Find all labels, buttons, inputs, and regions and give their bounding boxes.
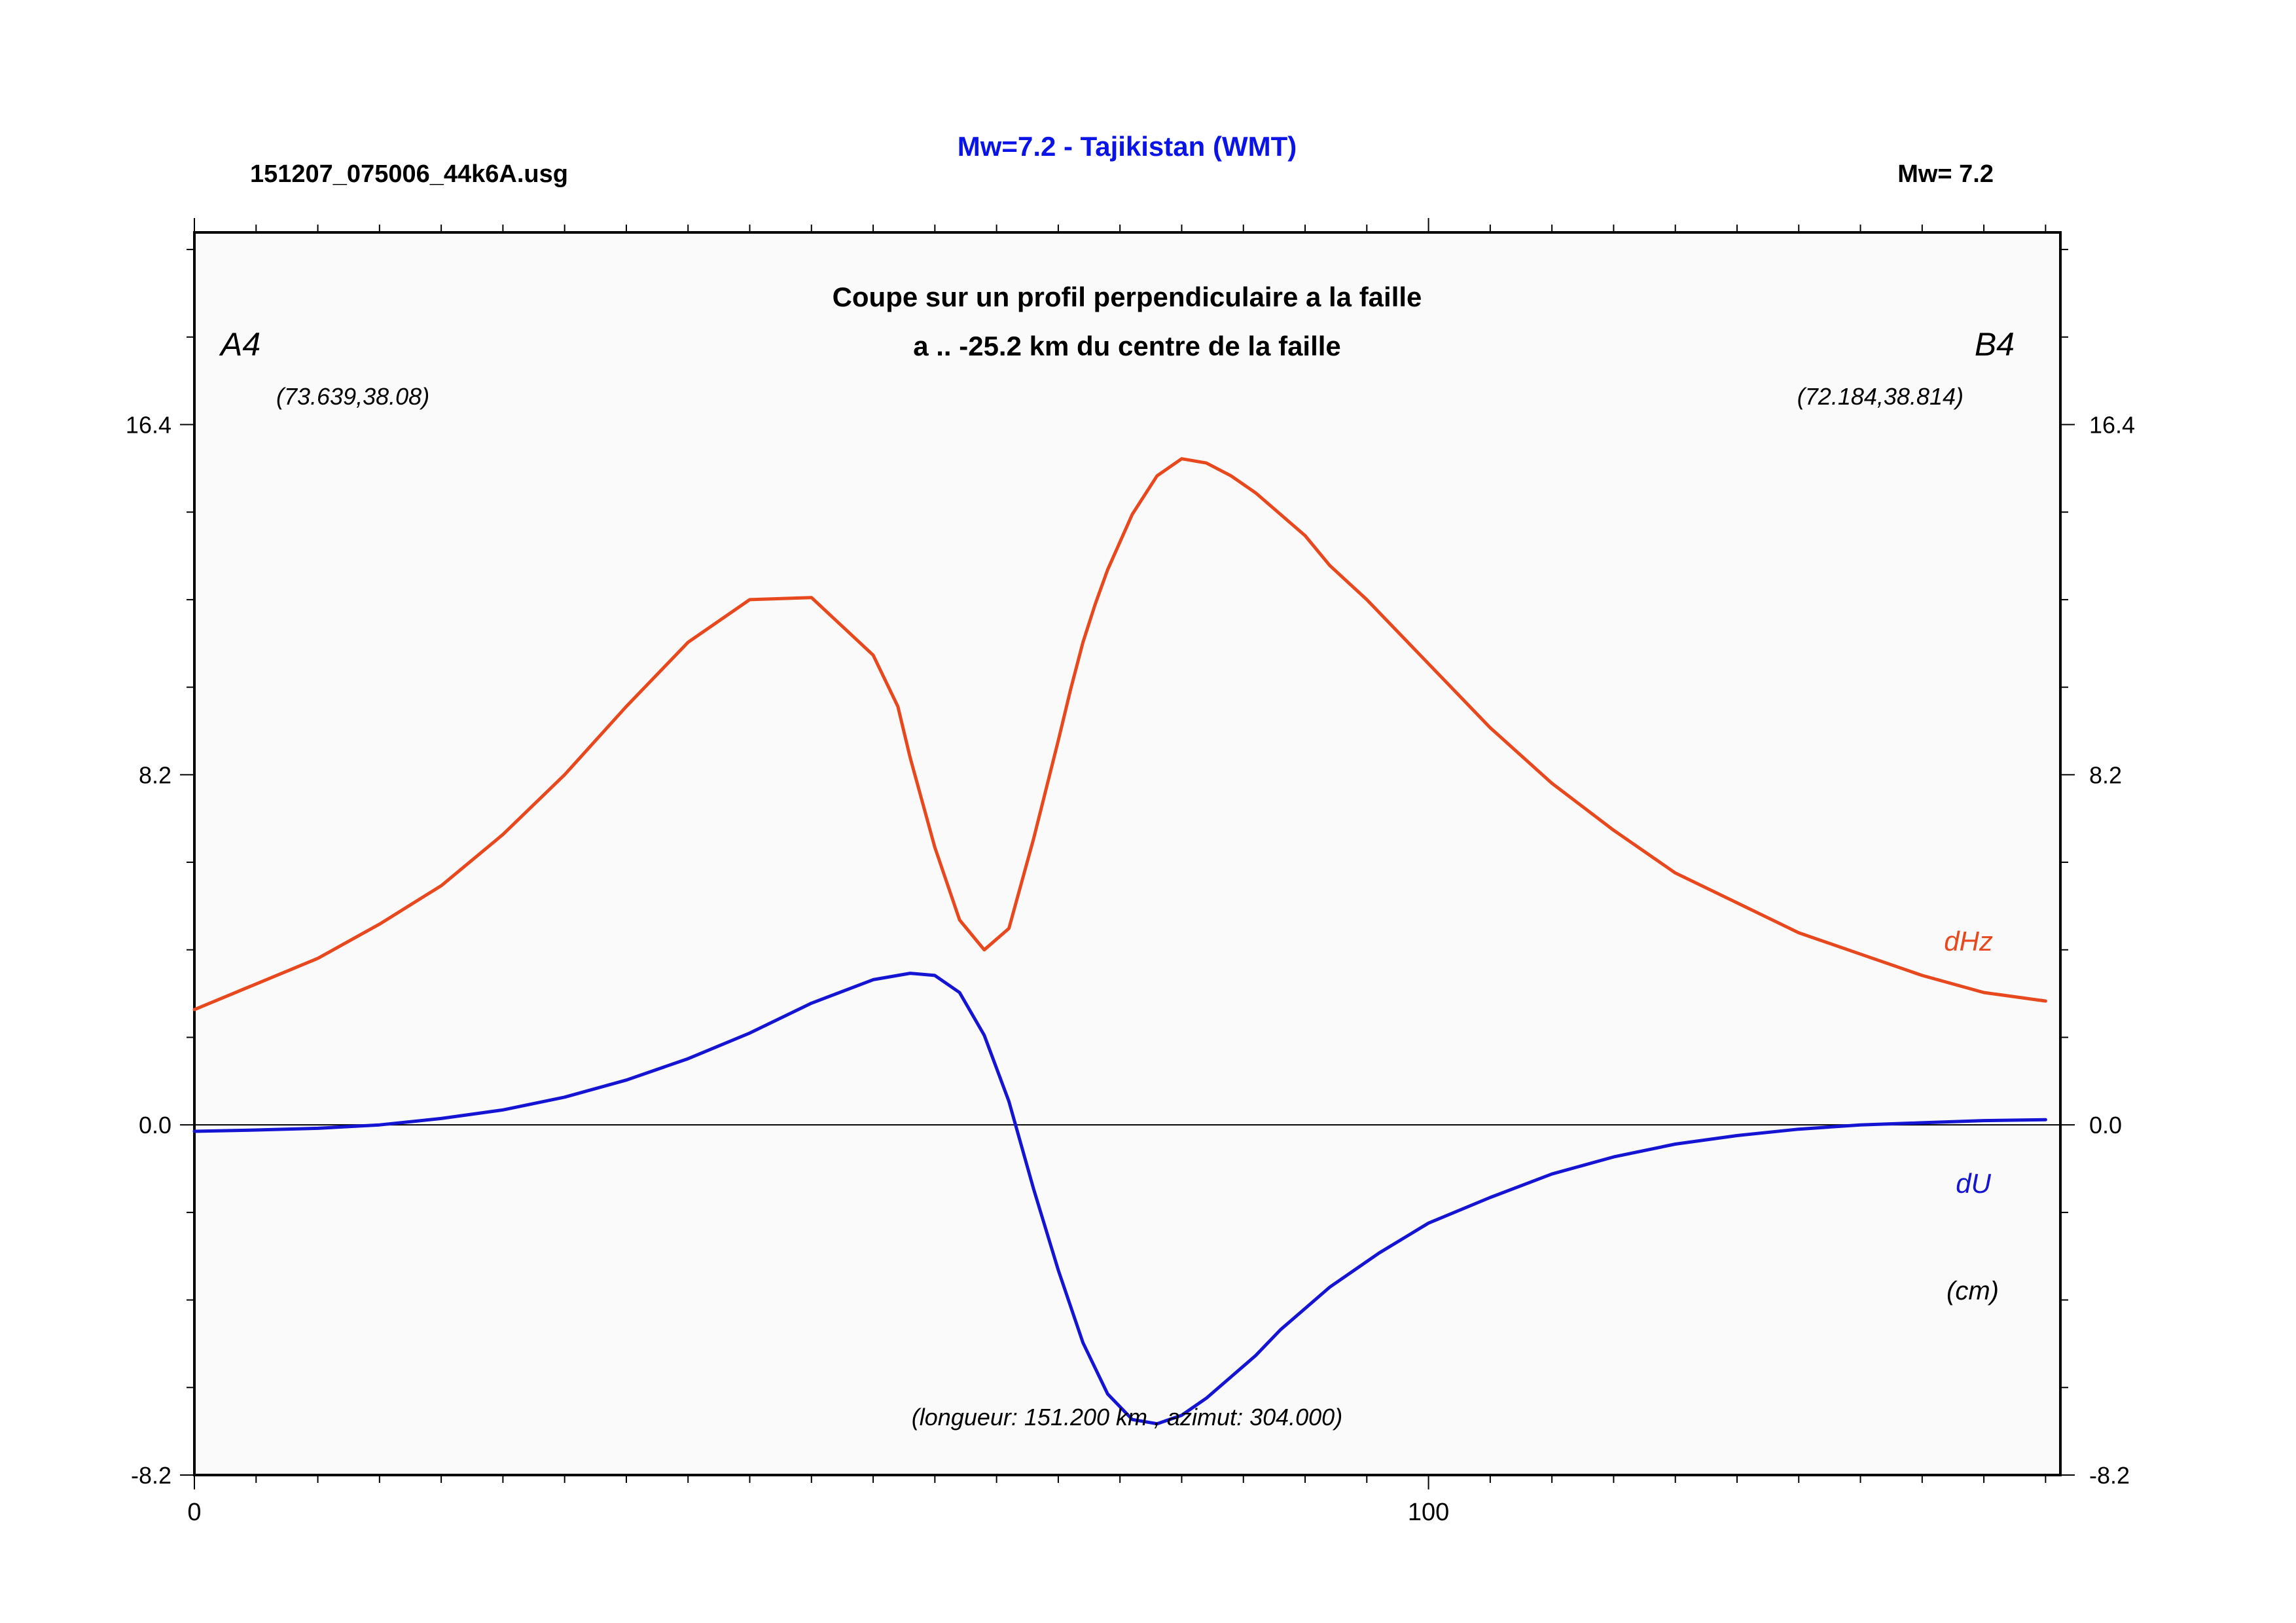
y-tick-label-right-0: 16.4: [2089, 412, 2135, 439]
y-tick-label-left-2: 0.0: [139, 1112, 171, 1139]
plot-area: [194, 232, 2060, 1475]
chart-canvas: 151207_075006_44k6A.usg Mw=7.2 - Tajikis…: [0, 0, 2296, 1623]
y-tick-label-right-1: 8.2: [2089, 761, 2122, 788]
point-b-coords: (72.184,38.814): [1797, 383, 1964, 410]
x-tick-label-1: 100: [1408, 1499, 1449, 1526]
y-tick-label-left-3: -8.2: [131, 1462, 171, 1489]
profile-subtitle-2: a .. -25.2 km du centre de la faille: [913, 331, 1341, 361]
y-tick-label-left-1: 8.2: [139, 761, 171, 788]
profile-subtitle-1: Coupe sur un profil perpendiculaire a la…: [833, 282, 1422, 312]
series-label-dHz: dHz: [1944, 926, 1993, 957]
chart-title: Mw=7.2 - Tajikistan (WMT): [958, 131, 1297, 162]
point-a-coords: (73.639,38.08): [276, 383, 429, 410]
magnitude-label: Mw= 7.2: [1897, 160, 1994, 188]
y-tick-label-left-0: 16.4: [126, 412, 171, 439]
file-name: 151207_075006_44k6A.usg: [250, 160, 568, 188]
unit-label: (cm): [1946, 1277, 1999, 1305]
y-tick-label-right-3: -8.2: [2089, 1462, 2130, 1489]
point-a-label: A4: [219, 326, 260, 363]
profile-info: (longueur: 151.200 km , azimut: 304.000): [912, 1404, 1342, 1431]
series-label-dU: dU: [1956, 1168, 1991, 1199]
x-tick-label-0: 0: [187, 1499, 201, 1526]
y-tick-label-right-2: 0.0: [2089, 1112, 2122, 1139]
point-b-label: B4: [1975, 326, 2015, 363]
